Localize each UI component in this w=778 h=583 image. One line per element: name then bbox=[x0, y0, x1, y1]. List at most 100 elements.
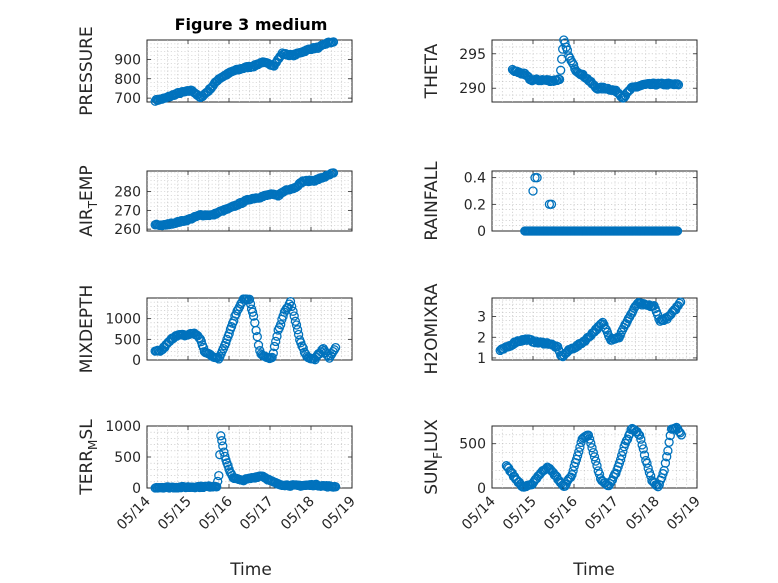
data-point bbox=[673, 80, 684, 90]
y-axis-label: THETA bbox=[422, 43, 442, 99]
data-point bbox=[634, 430, 645, 440]
data-point bbox=[328, 168, 339, 178]
data-point bbox=[247, 307, 258, 317]
y-tick-label: 0 bbox=[477, 481, 486, 497]
data-point bbox=[674, 298, 685, 309]
subplot-rainfall: 0 0.2 0.4 RAINFALL bbox=[422, 161, 698, 241]
data-point bbox=[251, 325, 261, 336]
data-point bbox=[664, 437, 674, 447]
data-point bbox=[214, 470, 224, 481]
data-point bbox=[574, 447, 584, 457]
y-axis-label: TERRMSL bbox=[77, 419, 100, 496]
data-point bbox=[572, 451, 583, 461]
data-point bbox=[615, 455, 626, 465]
data-point bbox=[268, 348, 278, 358]
data-point bbox=[298, 343, 308, 353]
y-tick-label: 700 bbox=[114, 91, 141, 107]
data-point bbox=[287, 301, 297, 312]
data-point bbox=[591, 456, 601, 466]
y-tick-label: 800 bbox=[114, 72, 141, 88]
data-point bbox=[663, 446, 673, 456]
data-point bbox=[587, 443, 597, 453]
data-point bbox=[586, 438, 596, 448]
subplot-mixdepth: 0 500 1000 MIXDEPTH bbox=[77, 285, 353, 374]
y-tick-label: 0 bbox=[132, 353, 141, 369]
data-point bbox=[528, 186, 538, 196]
data-point bbox=[646, 471, 656, 481]
y-axis-label: MIXDEPTH bbox=[77, 285, 97, 374]
plot-area bbox=[491, 170, 698, 232]
data-point bbox=[245, 299, 256, 309]
y-tick-label: 900 bbox=[114, 52, 141, 68]
data-point bbox=[617, 450, 627, 461]
y-tick-label: 3 bbox=[477, 310, 486, 326]
y-tick-label: 0.2 bbox=[464, 197, 486, 213]
data-point bbox=[213, 476, 223, 487]
data-point bbox=[556, 65, 566, 75]
data-point bbox=[288, 306, 298, 316]
data-point bbox=[291, 320, 302, 330]
y-tick-label: 1000 bbox=[105, 419, 141, 435]
data-point bbox=[589, 452, 600, 462]
data-point bbox=[568, 466, 578, 476]
data-point bbox=[637, 440, 647, 450]
subplot-grid: 700 800 900 PRESSURE 290 295 THETA 260 270 280 AIR… bbox=[77, 26, 704, 533]
data-point bbox=[638, 444, 648, 454]
data-point bbox=[217, 436, 227, 446]
data-point bbox=[212, 482, 222, 492]
data-point bbox=[554, 74, 565, 85]
data-point bbox=[583, 430, 594, 440]
data-point bbox=[278, 311, 288, 321]
data-point bbox=[244, 294, 255, 304]
subplot-theta: 290 295 THETA bbox=[422, 35, 698, 103]
data-point bbox=[610, 469, 620, 479]
data-point bbox=[175, 217, 185, 227]
data-point bbox=[330, 482, 341, 492]
data-point bbox=[546, 199, 557, 209]
y-axis-label: SUNFLUX bbox=[422, 419, 445, 495]
data-point bbox=[290, 316, 301, 326]
subplot-h2omixra: 1 2 3 H2OMIXRA bbox=[422, 283, 698, 375]
data-point bbox=[567, 58, 578, 68]
subplot-pressure: 700 800 900 PRESSURE bbox=[77, 26, 353, 116]
data-point bbox=[269, 341, 280, 352]
data-point bbox=[675, 297, 686, 307]
data-point bbox=[267, 352, 277, 363]
data-point bbox=[598, 317, 608, 328]
y-tick-label: 0 bbox=[132, 481, 141, 497]
data-point bbox=[642, 458, 652, 468]
x-axis-label-left: Time bbox=[229, 560, 272, 580]
data-point bbox=[636, 434, 646, 444]
data-point bbox=[592, 461, 602, 471]
data-point bbox=[660, 458, 671, 468]
data-point bbox=[285, 296, 296, 307]
data-point bbox=[221, 338, 231, 348]
data-point bbox=[665, 430, 675, 441]
y-tick-label: 0.4 bbox=[464, 171, 486, 187]
data-point bbox=[575, 442, 585, 452]
y-tick-label: 1 bbox=[477, 351, 486, 367]
y-tick-label: 2 bbox=[477, 330, 486, 346]
y-tick-label: 0 bbox=[477, 224, 486, 240]
y-tick-label: 270 bbox=[114, 203, 141, 219]
data-point bbox=[330, 342, 341, 353]
data-point bbox=[289, 311, 299, 321]
data-point bbox=[328, 37, 339, 47]
data-point bbox=[272, 331, 282, 341]
subplot-air-temp: 260 270 280 AIRTEMP bbox=[77, 165, 353, 238]
y-tick-label: 500 bbox=[114, 332, 141, 348]
data-point bbox=[639, 450, 650, 460]
data-point bbox=[588, 447, 598, 458]
y-tick-label: 290 bbox=[459, 81, 486, 97]
data-point bbox=[568, 60, 579, 70]
data-point bbox=[676, 430, 687, 440]
data-point bbox=[672, 79, 683, 89]
data-point bbox=[293, 329, 304, 340]
data-point bbox=[308, 43, 318, 53]
data-point bbox=[567, 470, 577, 480]
data-point bbox=[230, 311, 240, 321]
y-axis-label: AIRTEMP bbox=[77, 165, 100, 236]
y-tick-label: 260 bbox=[114, 222, 141, 238]
y-tick-label: 500 bbox=[459, 437, 486, 453]
